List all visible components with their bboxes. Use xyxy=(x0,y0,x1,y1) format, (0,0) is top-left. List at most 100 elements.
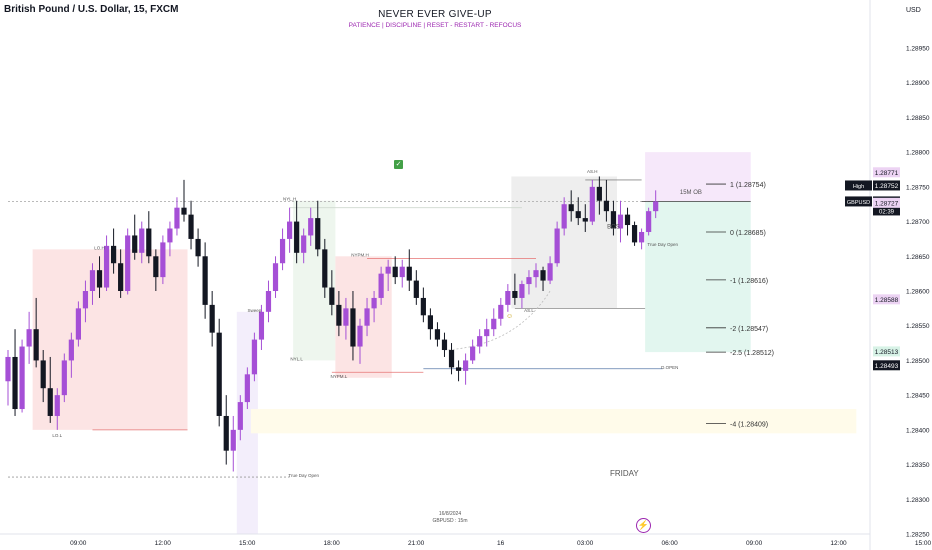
candle-body[interactable] xyxy=(554,228,560,264)
currency-selector[interactable]: USD xyxy=(906,7,921,14)
candle-body[interactable] xyxy=(357,325,363,347)
candle-body[interactable] xyxy=(26,329,32,347)
candle-body[interactable] xyxy=(441,339,448,351)
candle-body[interactable] xyxy=(336,304,342,326)
candle-body[interactable] xyxy=(279,238,286,264)
price-tick-label: 1.28650 xyxy=(906,254,930,261)
candle-body[interactable] xyxy=(146,228,152,257)
candle-body[interactable] xyxy=(484,329,490,337)
candle-body[interactable] xyxy=(301,235,307,253)
candle-body[interactable] xyxy=(265,291,272,312)
candle-body[interactable] xyxy=(160,242,166,278)
candle-body[interactable] xyxy=(512,291,518,298)
candle-body[interactable] xyxy=(272,263,279,291)
candle-body[interactable] xyxy=(491,318,497,330)
candle-body[interactable] xyxy=(561,204,567,229)
candle-body[interactable] xyxy=(526,277,532,285)
candle-body[interactable] xyxy=(47,388,53,416)
candle-body[interactable] xyxy=(125,235,131,291)
candle-body[interactable] xyxy=(103,245,110,288)
candle-body[interactable] xyxy=(61,360,67,396)
candle-body[interactable] xyxy=(153,256,159,278)
candle-body[interactable] xyxy=(82,291,89,309)
target-zone xyxy=(645,201,751,353)
candle-body[interactable] xyxy=(589,186,595,222)
candle-body[interactable] xyxy=(75,308,81,340)
candle-body[interactable] xyxy=(547,263,553,281)
candle-body[interactable] xyxy=(12,356,18,410)
candle-body[interactable] xyxy=(392,266,398,278)
candle-body[interactable] xyxy=(322,249,328,288)
candle-body[interactable] xyxy=(216,332,222,416)
candle-body[interactable] xyxy=(568,204,574,212)
candle-body[interactable] xyxy=(89,270,96,291)
candle-body[interactable] xyxy=(308,218,314,236)
candle-body[interactable] xyxy=(139,228,145,253)
candle-body[interactable] xyxy=(68,339,74,361)
candle-body[interactable] xyxy=(505,291,511,305)
candle-body[interactable] xyxy=(54,395,60,416)
candle-body[interactable] xyxy=(287,221,293,239)
candle-body[interactable] xyxy=(540,270,546,281)
subline-text: PATIENCE | DISCIPLINE | RESET - RESTART … xyxy=(348,22,522,29)
candle-body[interactable] xyxy=(420,297,426,316)
candle-body[interactable] xyxy=(470,346,476,361)
candle-body[interactable] xyxy=(448,350,455,368)
candle-body[interactable] xyxy=(33,329,39,361)
candle-body[interactable] xyxy=(434,329,441,340)
candle-body[interactable] xyxy=(315,218,321,250)
candle-body[interactable] xyxy=(209,304,215,333)
lightning-icon[interactable]: ⚡ xyxy=(636,518,651,533)
candle-body[interactable] xyxy=(350,308,356,347)
candle-body[interactable] xyxy=(343,308,349,326)
candle-body[interactable] xyxy=(378,273,384,298)
candle-body[interactable] xyxy=(118,263,124,291)
candle-body[interactable] xyxy=(639,231,645,243)
candle-body[interactable] xyxy=(111,245,117,264)
candle-body[interactable] xyxy=(477,336,483,347)
candle-body[interactable] xyxy=(258,311,265,340)
candle-body[interactable] xyxy=(385,266,391,274)
candle-body[interactable] xyxy=(329,287,335,305)
candle-body[interactable] xyxy=(223,415,229,451)
candle-body[interactable] xyxy=(202,256,208,305)
candle-body[interactable] xyxy=(399,266,405,278)
candle-body[interactable] xyxy=(624,214,631,226)
candle-body[interactable] xyxy=(406,266,412,281)
candle-body[interactable] xyxy=(244,374,250,403)
candle-body[interactable] xyxy=(230,429,236,451)
candle-body[interactable] xyxy=(371,297,377,309)
candle-body[interactable] xyxy=(575,211,581,219)
candle-body[interactable] xyxy=(195,238,201,257)
candle-body[interactable] xyxy=(603,200,609,212)
candle-body[interactable] xyxy=(413,280,419,298)
candle-body[interactable] xyxy=(5,356,11,382)
candle-body[interactable] xyxy=(463,360,469,371)
candle-body[interactable] xyxy=(174,207,180,229)
candle-body[interactable] xyxy=(132,235,138,253)
candle-body[interactable] xyxy=(653,201,659,212)
candle-body[interactable] xyxy=(631,225,638,243)
candle-body[interactable] xyxy=(40,360,46,389)
candle-body[interactable] xyxy=(364,308,370,326)
candle-body[interactable] xyxy=(533,270,539,278)
candle-body[interactable] xyxy=(617,214,624,229)
fib-level-label: -4 (1.28409) xyxy=(730,422,768,429)
candle-body[interactable] xyxy=(455,367,462,371)
candle-body[interactable] xyxy=(294,221,300,253)
candle-body[interactable] xyxy=(646,211,652,232)
candle-body[interactable] xyxy=(19,346,25,410)
candle-body[interactable] xyxy=(96,270,103,288)
candle-body[interactable] xyxy=(237,402,243,430)
candle-body[interactable] xyxy=(596,186,602,201)
candle-body[interactable] xyxy=(167,228,173,243)
candle-body[interactable] xyxy=(188,214,194,239)
candle-body[interactable] xyxy=(498,304,504,319)
candle-body[interactable] xyxy=(582,218,588,222)
candle-body[interactable] xyxy=(251,339,257,375)
candle-body[interactable] xyxy=(181,207,187,215)
candle-body[interactable] xyxy=(519,284,525,298)
candle-body[interactable] xyxy=(610,211,617,229)
candle-body[interactable] xyxy=(427,315,433,330)
